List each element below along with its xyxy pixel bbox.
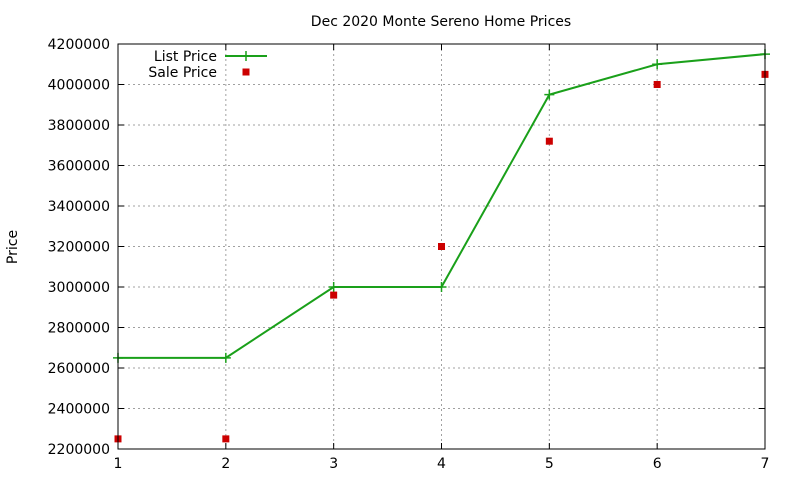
- y-tick-label: 2200000: [48, 442, 110, 458]
- x-tick-label: 4: [437, 456, 446, 472]
- plot-frame: [117, 43, 766, 450]
- legend-label-list-price: List Price: [154, 49, 217, 65]
- y-tick-label: 2400000: [48, 402, 110, 418]
- x-tick-label: 7: [761, 456, 770, 472]
- x-tick-label: 3: [329, 456, 338, 472]
- y-tick-label: 4000000: [48, 78, 110, 94]
- sale-price-point: [653, 81, 661, 88]
- list-price-point: [544, 89, 555, 100]
- x-tick-label: 2: [221, 456, 230, 472]
- y-tick-label: 2600000: [48, 361, 110, 377]
- sale-price-point: [330, 291, 338, 299]
- y-axis-label: Price: [5, 230, 21, 264]
- legend-marker-sale-price: [242, 68, 250, 76]
- legend-marker-list-price: [241, 51, 251, 61]
- sale-price-point: [438, 243, 445, 250]
- x-tick-label: 6: [653, 456, 662, 472]
- plot-data: [113, 49, 770, 443]
- y-tick-label: 3600000: [48, 159, 110, 175]
- list-price-point: [652, 59, 663, 70]
- y-tick-label: 3200000: [48, 240, 110, 256]
- x-tick-label: 1: [114, 456, 123, 472]
- legend: List Price Sale Price: [148, 49, 267, 81]
- y-tick-label: 3400000: [48, 199, 110, 215]
- chart-title: Dec 2020 Monte Sereno Home Prices: [311, 14, 571, 30]
- list-price-point: [328, 282, 339, 292]
- x-tick-label: 5: [545, 456, 554, 472]
- sale-price-point: [222, 435, 230, 443]
- list-price-point: [436, 282, 447, 292]
- y-tick-label: 3800000: [48, 118, 110, 134]
- y-tick-label: 4200000: [48, 37, 110, 53]
- legend-label-sale-price: Sale Price: [148, 65, 217, 81]
- y-tick-label: 2800000: [48, 321, 110, 337]
- y-tick-label: 3000000: [48, 280, 110, 296]
- axis-ticks: 2200000 2400000 2600000 2800000 3000000 32000…: [48, 37, 770, 472]
- sale-price-point: [545, 137, 553, 145]
- list-price-point: [220, 352, 231, 363]
